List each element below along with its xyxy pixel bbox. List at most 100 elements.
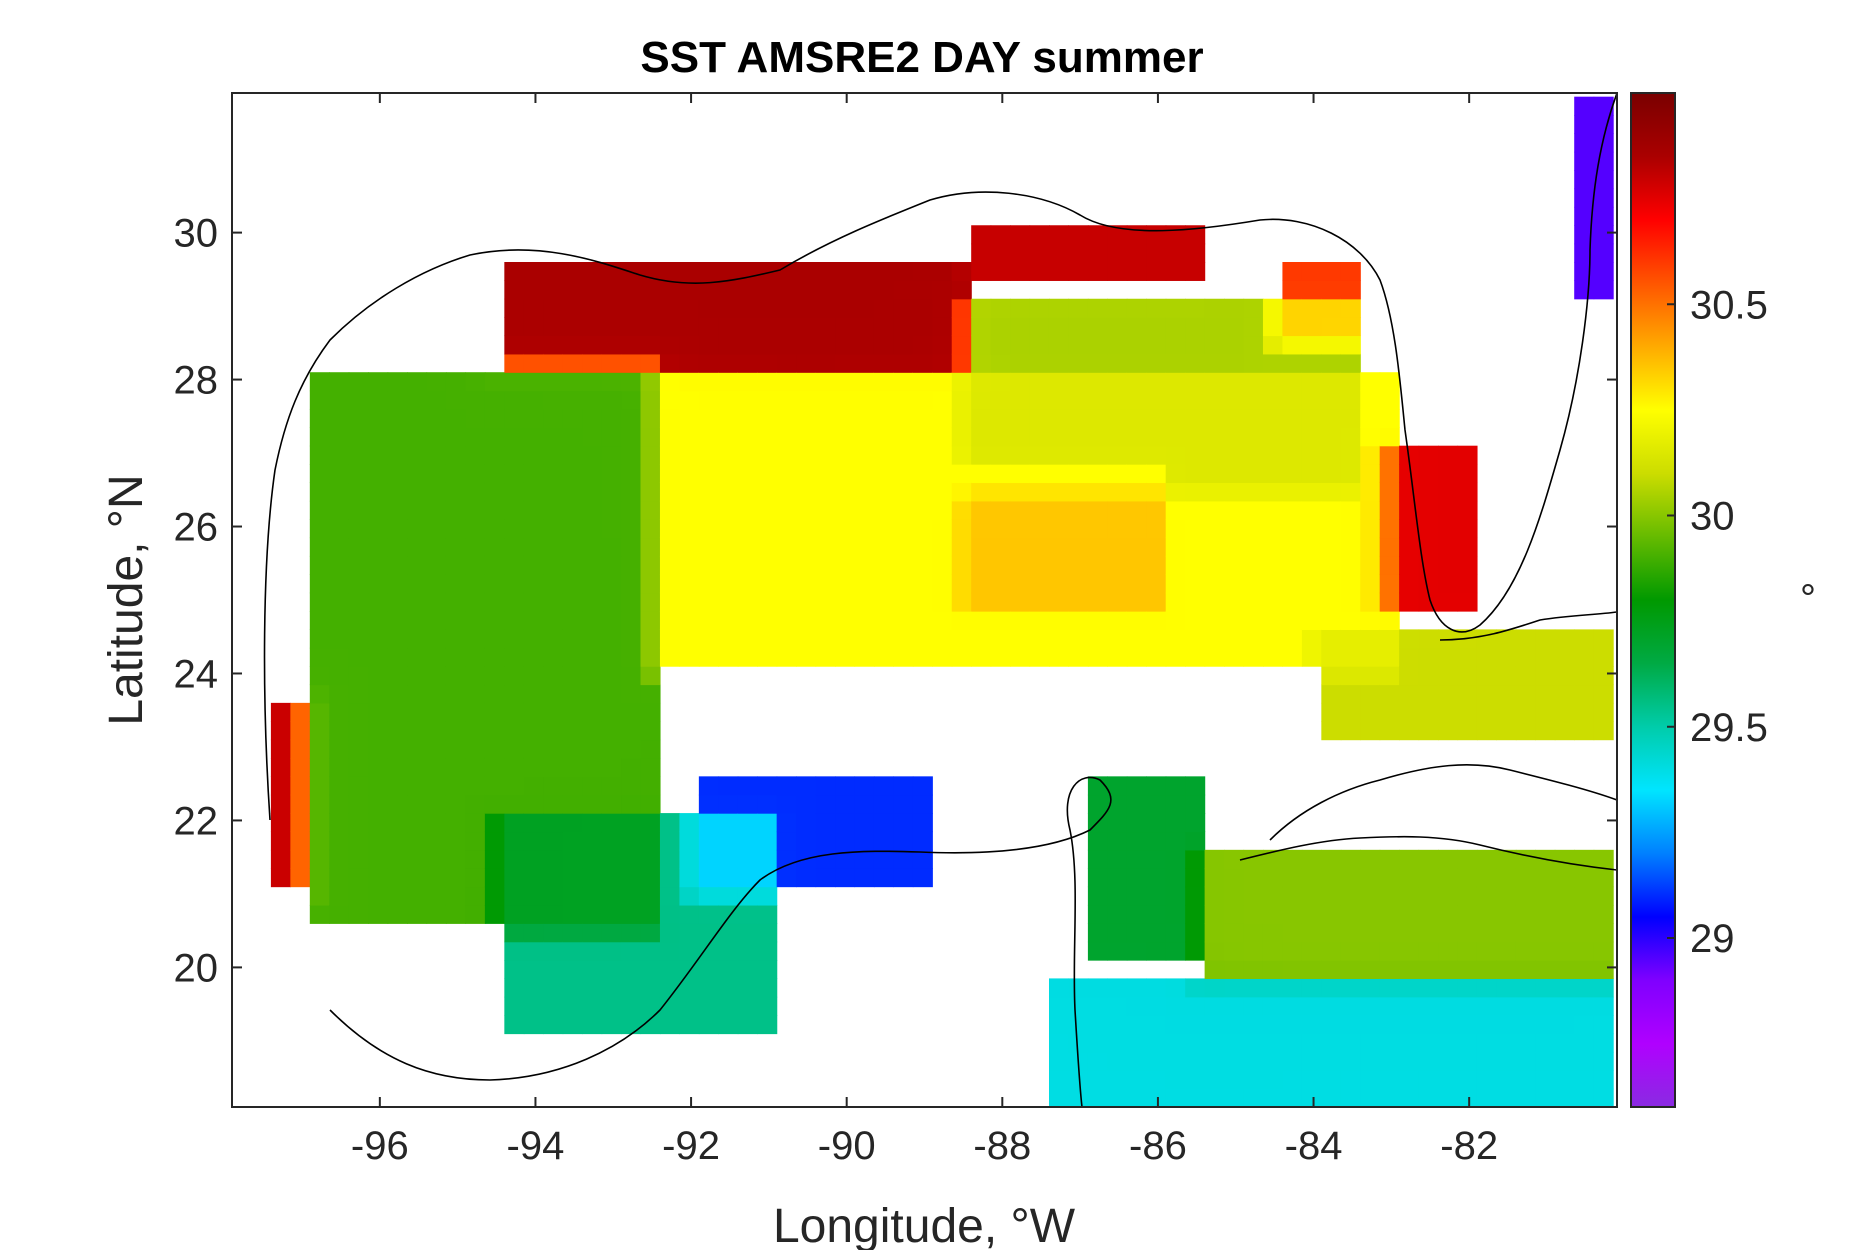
- sst-cell: [1321, 464, 1342, 484]
- sst-cell: [1340, 408, 1361, 428]
- sst-cell: [1438, 849, 1459, 869]
- sst-cell: [426, 721, 447, 741]
- sst-cell: [1029, 464, 1050, 484]
- sst-cell: [1087, 592, 1108, 612]
- sst-cell: [1165, 904, 1186, 924]
- sst-cell: [640, 500, 661, 520]
- sst-cell: [1399, 978, 1420, 998]
- sst-cell: [1418, 941, 1439, 961]
- sst-cell: [1282, 280, 1303, 300]
- sst-cell: [562, 555, 583, 575]
- sst-cell: [796, 353, 817, 373]
- sst-cell: [1224, 629, 1245, 649]
- sst-cell: [776, 831, 797, 851]
- sst-cell: [1457, 941, 1478, 961]
- sst-cell: [523, 353, 544, 373]
- sst-cell: [835, 445, 856, 465]
- sst-cell: [737, 482, 758, 502]
- sst-cell: [1554, 1051, 1575, 1071]
- sst-cell: [1126, 647, 1147, 667]
- sst-cell: [1029, 611, 1050, 630]
- sst-cell: [698, 647, 719, 667]
- sst-cell: [698, 500, 719, 520]
- sst-cell: [1379, 923, 1400, 943]
- sst-cell: [776, 353, 797, 373]
- sst-cell: [1107, 868, 1128, 888]
- sst-cell: [815, 280, 836, 300]
- sst-cell: [562, 978, 583, 998]
- sst-cell: [1321, 519, 1342, 539]
- sst-cell: [737, 537, 758, 557]
- sst-cell: [601, 868, 622, 888]
- sst-cell: [1457, 592, 1478, 612]
- sst-cell: [1418, 482, 1439, 502]
- sst-cell: [1301, 262, 1322, 281]
- sst-cell: [1438, 555, 1459, 575]
- sst-cell: [1282, 464, 1303, 484]
- x-tick-label: -86: [1129, 1124, 1187, 1168]
- sst-cell: [718, 280, 739, 300]
- sst-cell: [309, 831, 330, 851]
- sst-cell: [329, 757, 350, 777]
- sst-cell: [1535, 996, 1556, 1016]
- sst-cell: [1457, 500, 1478, 520]
- sst-cell: [1535, 629, 1556, 649]
- sst-cell: [562, 776, 583, 796]
- sst-cell: [640, 408, 661, 428]
- sst-cell: [1185, 611, 1206, 630]
- sst-cell: [1399, 1088, 1420, 1107]
- sst-cell: [601, 831, 622, 851]
- sst-cell: [1146, 1015, 1167, 1035]
- sst-cell: [348, 794, 369, 814]
- sst-cell: [1379, 611, 1400, 630]
- sst-cell: [601, 611, 622, 630]
- sst-cell: [621, 390, 642, 410]
- sst-cell: [465, 537, 486, 557]
- sst-cell: [1515, 721, 1536, 741]
- sst-cell: [1224, 555, 1245, 575]
- sst-cell: [1574, 960, 1595, 980]
- sst-cell: [873, 629, 894, 649]
- sst-cell: [1185, 904, 1206, 924]
- sst-cell: [582, 776, 603, 796]
- sst-cell: [1126, 996, 1147, 1016]
- sst-cell: [1515, 647, 1536, 667]
- sst-cell: [796, 574, 817, 594]
- sst-cell: [698, 960, 719, 980]
- sst-cell: [601, 298, 622, 318]
- sst-cell: [1282, 537, 1303, 557]
- sst-cell: [1515, 1070, 1536, 1090]
- sst-cell: [1107, 408, 1128, 428]
- sst-cell: [873, 776, 894, 796]
- sst-cell: [504, 372, 525, 392]
- sst-cell: [873, 592, 894, 612]
- sst-cell: [737, 298, 758, 318]
- sst-cell: [582, 886, 603, 906]
- sst-cell: [854, 794, 875, 814]
- sst-cell: [679, 629, 700, 649]
- sst-cell: [1340, 519, 1361, 539]
- sst-cell: [951, 629, 972, 649]
- sst-cell: [796, 831, 817, 851]
- sst-cell: [1282, 555, 1303, 575]
- sst-cell: [1301, 372, 1322, 392]
- sst-cell: [621, 776, 642, 796]
- sst-cell: [1029, 555, 1050, 575]
- sst-cell: [1107, 996, 1128, 1016]
- sst-cell: [543, 445, 564, 465]
- sst-cell: [407, 647, 428, 667]
- sst-cell: [1262, 886, 1284, 906]
- sst-cell: [1204, 978, 1225, 998]
- sst-cell: [1554, 1033, 1575, 1053]
- sst-cell: [854, 390, 875, 410]
- sst-cell: [1399, 1033, 1420, 1053]
- sst-cell: [407, 849, 428, 869]
- sst-cell: [679, 408, 700, 428]
- sst-cell: [1224, 849, 1245, 869]
- sst-cell: [348, 702, 369, 722]
- sst-cell: [1476, 886, 1497, 906]
- sst-cell: [1146, 1070, 1167, 1090]
- sst-cell: [1340, 427, 1361, 447]
- sst-cell: [1243, 960, 1264, 980]
- sst-cell: [1321, 978, 1342, 998]
